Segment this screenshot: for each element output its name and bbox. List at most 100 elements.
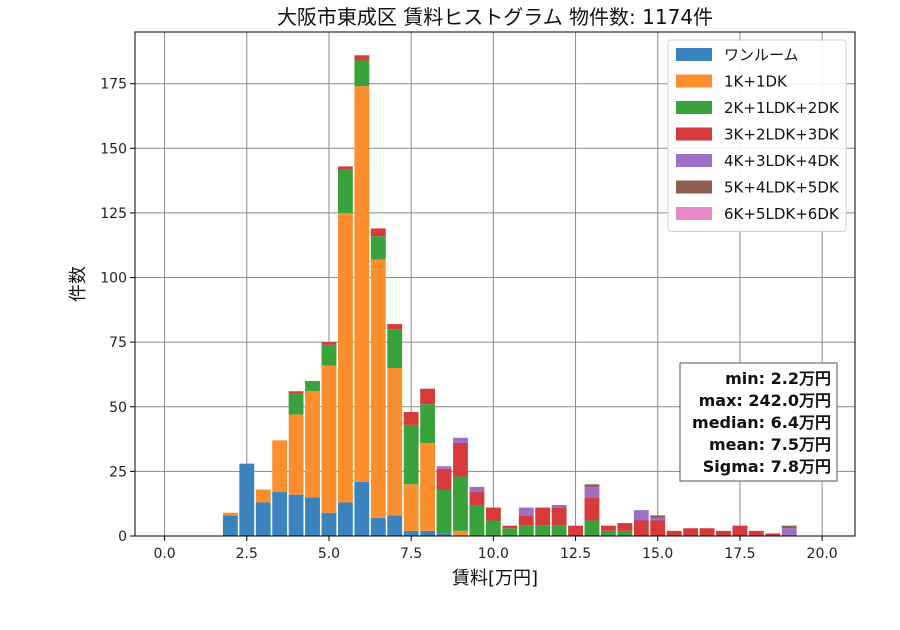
legend-swatch bbox=[676, 180, 712, 194]
bar-segment bbox=[288, 494, 304, 536]
bar-segment bbox=[436, 533, 452, 536]
bar-segment bbox=[436, 466, 452, 469]
bar-segment bbox=[584, 486, 600, 498]
bar-segment bbox=[584, 484, 600, 487]
bar-segment bbox=[436, 489, 452, 534]
bar-segment bbox=[255, 502, 271, 536]
bar-segment bbox=[518, 507, 534, 516]
y-axis-ticks: 0 25 50 75 100 125 150 175 bbox=[100, 77, 135, 545]
bar-segment bbox=[288, 414, 304, 495]
bar-segment bbox=[469, 486, 485, 493]
y-tick-label: 0 bbox=[118, 529, 127, 545]
bar-segment bbox=[469, 504, 485, 536]
bar-segment bbox=[337, 502, 353, 536]
bar-segment bbox=[403, 411, 419, 425]
y-tick-label: 125 bbox=[100, 206, 127, 222]
bar-segment bbox=[321, 342, 337, 345]
bar-segment bbox=[551, 504, 567, 508]
bar-segment bbox=[617, 523, 633, 531]
stats-median: median: 6.4万円 bbox=[692, 413, 831, 432]
y-tick-label: 75 bbox=[109, 335, 127, 351]
bar-segment bbox=[272, 440, 288, 493]
stats-sigma: Sigma: 7.8万円 bbox=[703, 457, 831, 476]
legend-swatch bbox=[676, 207, 712, 220]
y-tick-label: 100 bbox=[100, 271, 127, 287]
y-tick-label: 150 bbox=[100, 141, 127, 157]
bar-segment bbox=[666, 530, 682, 536]
bar-segment bbox=[781, 528, 797, 536]
bar-segment bbox=[436, 468, 452, 490]
legend-label: 3K+2LDK+3DK bbox=[724, 126, 840, 144]
bar-segment bbox=[354, 60, 370, 87]
bar-segment bbox=[469, 492, 485, 505]
x-tick-label: 12.5 bbox=[560, 546, 591, 562]
bars bbox=[222, 55, 797, 536]
bar-segment bbox=[305, 497, 320, 536]
bar-segment bbox=[781, 525, 797, 529]
bar-segment bbox=[716, 530, 731, 536]
bar-segment bbox=[650, 515, 666, 518]
legend-swatch bbox=[676, 74, 712, 88]
x-tick-label: 20.0 bbox=[807, 546, 838, 562]
bar-segment bbox=[502, 525, 518, 529]
legend-swatch bbox=[676, 48, 712, 61]
x-tick-label: 15.0 bbox=[642, 546, 673, 562]
bar-segment bbox=[699, 528, 715, 536]
bar-segment bbox=[568, 525, 583, 536]
bar-segment bbox=[650, 517, 666, 521]
x-tick-label: 5.0 bbox=[318, 546, 340, 562]
stats-max: max: 242.0万円 bbox=[699, 391, 831, 410]
bar-segment bbox=[222, 512, 238, 516]
bar-segment bbox=[601, 525, 616, 531]
bar-segment bbox=[502, 528, 518, 536]
legend-frame bbox=[667, 39, 847, 232]
bar-segment bbox=[255, 489, 271, 503]
legend-label: 4K+3LDK+4DK bbox=[724, 152, 840, 170]
bar-segment bbox=[420, 388, 436, 405]
bar-segment bbox=[485, 507, 501, 521]
bar-segment bbox=[601, 530, 616, 536]
bar-segment bbox=[321, 344, 337, 366]
bar-segment bbox=[337, 166, 353, 169]
bar-segment bbox=[305, 391, 320, 498]
stats-mean: mean: 7.5万円 bbox=[709, 435, 831, 454]
x-axis-ticks: 0.0 2.5 5.0 7.5 10.0 12.5 15.0 17.5 20.0 bbox=[153, 536, 838, 562]
stats-min: min: 2.2万円 bbox=[725, 369, 831, 388]
bar-segment bbox=[387, 368, 403, 516]
plot-frame bbox=[134, 31, 856, 537]
bar-segment bbox=[403, 424, 419, 485]
legend-label: 5K+4LDK+5DK bbox=[724, 179, 840, 197]
bar-segment bbox=[551, 525, 567, 536]
bar-segment bbox=[420, 404, 436, 443]
legend-label: ワンルーム bbox=[724, 46, 799, 64]
bar-segment bbox=[387, 324, 403, 330]
x-tick-label: 2.5 bbox=[236, 546, 258, 562]
y-axis-label: 件数 bbox=[68, 266, 89, 302]
bar-segment bbox=[453, 442, 468, 477]
stats-box: min: 2.2万円 max: 242.0万円 median: 6.4万円 mean:… bbox=[679, 362, 838, 482]
x-tick-label: 10.0 bbox=[478, 546, 509, 562]
bar-segment bbox=[354, 481, 370, 536]
bar-segment bbox=[387, 515, 403, 536]
legend-swatch bbox=[676, 101, 712, 114]
bar-segment bbox=[222, 515, 238, 536]
bar-segment bbox=[370, 236, 386, 260]
bar-segment bbox=[485, 520, 501, 536]
x-tick-label: 7.5 bbox=[400, 546, 422, 562]
bar-segment bbox=[584, 497, 600, 521]
x-tick-label: 0.0 bbox=[153, 546, 175, 562]
legend-swatch bbox=[676, 154, 712, 167]
y-tick-label: 25 bbox=[109, 464, 127, 480]
bar-segment bbox=[420, 442, 436, 531]
bar-segment bbox=[403, 530, 419, 536]
bar-segment bbox=[272, 492, 288, 536]
bar-segment bbox=[551, 507, 567, 526]
bar-segment bbox=[453, 476, 468, 531]
y-tick-label: 50 bbox=[109, 400, 127, 416]
bar-segment bbox=[354, 55, 370, 61]
bar-segment bbox=[518, 525, 534, 536]
bar-segment bbox=[354, 86, 370, 482]
bar-segment bbox=[370, 228, 386, 237]
bar-segment bbox=[321, 512, 337, 536]
bar-segment bbox=[337, 212, 353, 503]
